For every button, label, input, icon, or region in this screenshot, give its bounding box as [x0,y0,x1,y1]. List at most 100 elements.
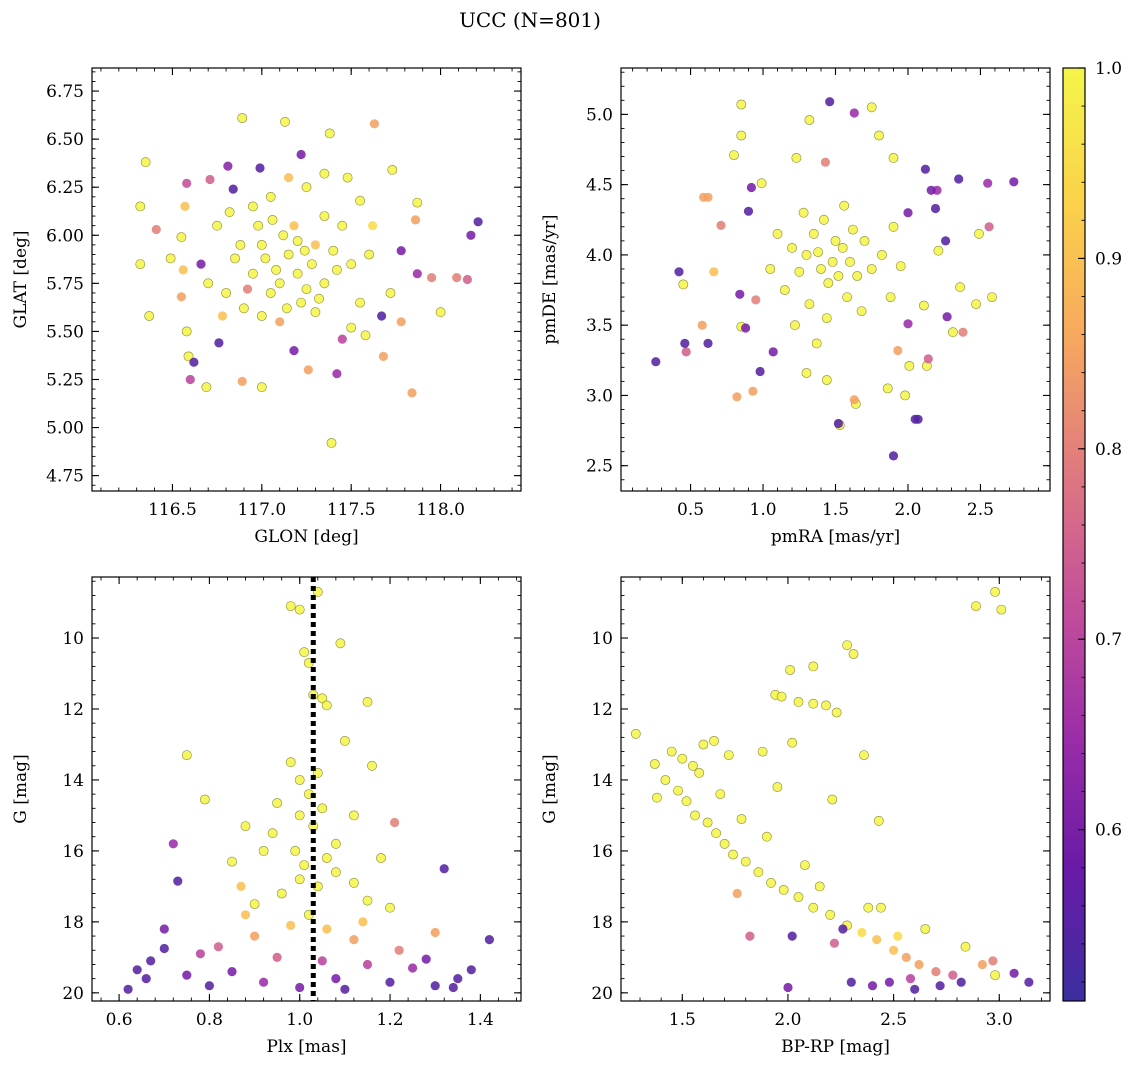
data-point [825,97,835,107]
data-point [324,128,335,139]
data-point [990,970,1000,980]
data-point [905,974,916,984]
data-point [765,264,776,274]
x-tick-label: 2.5 [967,500,994,520]
data-point [960,941,971,952]
data-point [310,307,321,318]
data-point [355,195,365,206]
data-point [355,297,365,308]
data-point [182,178,192,188]
data-point [830,235,841,246]
data-point [283,249,294,260]
data-point [630,728,641,739]
data-point [358,917,368,927]
y-tick-label: 4.75 [46,467,84,487]
data-point [702,817,713,828]
data-point [228,184,238,194]
data-point [808,698,819,709]
data-point [328,245,339,256]
data-point [132,965,142,975]
data-point [743,206,754,216]
data-point [800,860,810,870]
data-point [435,307,446,318]
data-point [893,345,903,356]
data-point [827,256,838,267]
data-point [367,760,377,771]
colorbar-tick-label: 0.7 [1095,630,1122,650]
data-point [920,164,931,174]
data-point [256,382,267,393]
data-point [681,347,691,357]
data-point [649,759,660,769]
data-point [289,346,299,356]
data-points [123,587,494,994]
data-point [348,810,359,821]
data-point [736,130,747,141]
data-point [772,228,783,239]
data-point [439,864,449,874]
data-point [793,892,804,902]
data-point [674,267,684,277]
data-point [337,220,348,231]
data-point [698,739,709,750]
data-point [740,856,751,867]
data-point [294,810,305,821]
data-point [974,228,984,239]
data-point [651,357,661,367]
data-point [250,931,260,941]
data-point [317,803,328,814]
data-point [299,647,310,658]
data-point [330,867,341,878]
data-point [286,920,296,931]
data-point [948,327,958,338]
data-point [204,981,214,991]
y-tick-label: 18 [591,913,613,933]
y-tick-label: 3.0 [586,386,613,406]
data-point [168,839,178,849]
data-point [427,273,437,283]
data-point [801,368,812,378]
data-point [319,168,330,179]
data-point [736,814,747,824]
x-tick-label: 3.0 [986,1010,1013,1030]
data-point [319,211,330,221]
data-point [362,959,373,970]
x-tick-label: 1.5 [669,1010,696,1030]
colorbar-tick-label: 0.9 [1095,249,1122,269]
data-point [173,876,183,886]
data-point [181,750,192,760]
data-point [814,881,825,892]
data-point [144,311,155,321]
data-point [280,116,290,127]
data-point [895,261,906,271]
data-point [761,831,772,842]
data-point [205,174,215,185]
data-point [677,753,688,764]
data-point [787,242,797,253]
data-point [874,130,884,141]
data-point [223,161,233,171]
data-points [135,113,483,448]
data-point [317,956,327,966]
data-point [180,201,190,211]
data-point [984,222,994,232]
y-tick-label: 4.0 [586,246,613,266]
data-point [808,902,819,913]
x-tick-label: 2.0 [894,500,921,520]
data-point [857,927,867,938]
data-point [842,640,852,650]
data-point [123,984,133,994]
data-point [819,214,829,225]
y-tick-label: 5.00 [46,419,84,439]
x-tick-label: 0.5 [677,500,704,520]
y-tick-label: 20 [591,984,613,1004]
data-point [888,152,899,163]
data-point [913,414,923,424]
x-axis-label: GLON [deg] [254,527,358,547]
panel-bprp-g: 1.5 2.0 2.5 3.0 10 12 14 16 18 20 BP-RP [mag] G [ma… [540,576,1051,1057]
y-tick-label: 6.00 [46,226,84,246]
data-point [756,178,767,189]
y-tick-label: 5.50 [46,322,84,342]
data-point [709,267,719,277]
